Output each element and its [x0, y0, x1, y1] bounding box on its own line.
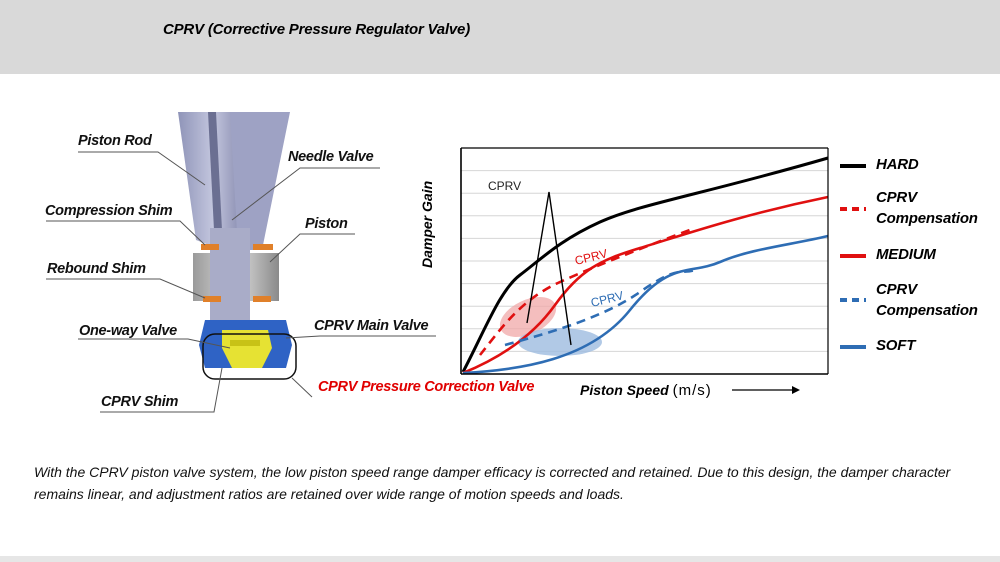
- needle-valve-label: Needle Valve: [288, 149, 374, 165]
- one-way-valve-label: One-way Valve: [79, 323, 177, 339]
- legend-blue-cprv-label: CPRV Compensation: [876, 279, 978, 321]
- hard-series-line: [461, 156, 829, 373]
- piston-label: Piston: [305, 216, 348, 232]
- legend-hard-label: HARD: [876, 156, 919, 173]
- legend-blue-cprv-line2: Compensation: [876, 302, 978, 319]
- soft-cprv-compensation-line: [504, 268, 696, 347]
- leader-lines: [46, 151, 436, 413]
- header-bar: CPRV (Corrective Pressure Regulator Valv…: [0, 0, 1000, 74]
- x-axis-unit: (m/s): [672, 382, 712, 399]
- cprv-pointer-lines: [526, 191, 572, 346]
- footer-band: [0, 556, 1000, 562]
- page-title: CPRV (Corrective Pressure Regulator Valv…: [163, 21, 470, 38]
- soft-series-line: [462, 234, 829, 375]
- cprv-annotation-label: CPRV: [488, 179, 521, 193]
- piston-rod-shape: [178, 112, 290, 250]
- caption-text: With the CPRV piston valve system, the l…: [34, 464, 951, 502]
- cprv-pressure-correction-valve-label: CPRV Pressure Correction Valve: [318, 379, 535, 395]
- compression-shim-label: Compression Shim: [45, 203, 173, 219]
- legend-medium-label: MEDIUM: [876, 246, 936, 263]
- medium-series-line: [462, 195, 829, 375]
- legend-red-cprv-line1: CPRV: [876, 189, 917, 206]
- piston-rod-label: Piston Rod: [78, 133, 152, 149]
- legend-blue-cprv-line1: CPRV: [876, 281, 917, 298]
- piston-body-shape: [193, 228, 279, 328]
- cprv-housing-shape: [199, 320, 292, 368]
- cprv-main-valve-label: CPRV Main Valve: [314, 318, 429, 334]
- x-axis-arrow-head: [792, 386, 800, 394]
- cprv-highlight-box: [202, 333, 297, 380]
- y-axis-label: Damper Gain: [419, 180, 435, 268]
- medium-cprv-compensation-line: [478, 226, 696, 356]
- legend-red-cprv-line2: Compensation: [876, 210, 978, 227]
- legend-red-cprv-label: CPRV Compensation: [876, 187, 978, 229]
- x-axis-title: Piston Speed: [580, 382, 669, 398]
- rebound-shim-label: Rebound Shim: [47, 261, 146, 277]
- x-axis-label: Piston Speed (m/s): [580, 382, 712, 399]
- legend-soft-label: SOFT: [876, 337, 916, 354]
- cprv-shim-label: CPRV Shim: [101, 394, 179, 410]
